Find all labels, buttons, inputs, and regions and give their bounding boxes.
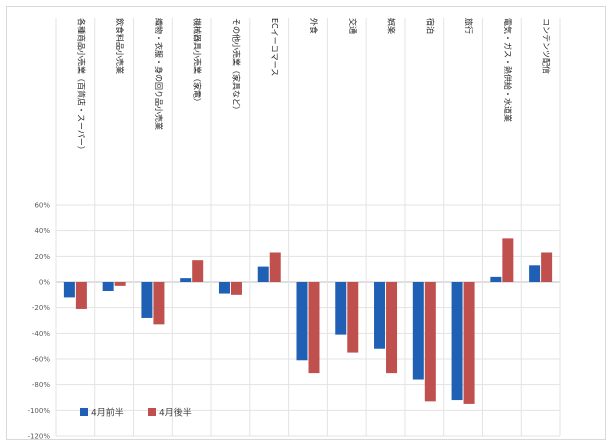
y-tick-label: 20% — [34, 253, 50, 261]
legend-swatch — [80, 408, 88, 416]
y-tick-label: -100% — [27, 407, 50, 415]
bar-second-half — [463, 282, 475, 404]
bar-second-half — [192, 260, 204, 282]
grid-layer — [55, 18, 561, 437]
category-label: 交通 — [348, 18, 358, 34]
bar-second-half — [502, 238, 514, 282]
bar-second-half — [386, 282, 398, 374]
bar-second-half — [269, 252, 281, 282]
bar-first-half — [257, 266, 269, 282]
category-label: 織物・衣服・身の回り品小売業 — [154, 18, 164, 130]
bar-first-half — [296, 282, 308, 361]
y-axis-ticks: 60% 40% 20% 0% -20% -40% -60% -80% -100% -120% — [27, 202, 50, 441]
category-label: 機械器具小売業（家電） — [193, 18, 203, 106]
category-label: 飲食料品小売業 — [115, 18, 125, 74]
bar-second-half — [114, 282, 126, 286]
category-label: その他小売業（家具など） — [231, 18, 241, 114]
y-tick-label: -40% — [32, 330, 50, 338]
category-label: 各種商品小売業（百貨店・スーパー） — [76, 18, 86, 154]
bar-first-half — [374, 282, 386, 349]
category-label: 旅行 — [464, 18, 474, 34]
bar-first-half — [63, 282, 75, 298]
chart-frame — [6, 6, 606, 440]
bar-first-half — [529, 265, 541, 282]
y-tick-label: -80% — [32, 381, 50, 389]
y-tick-label: -60% — [32, 356, 50, 364]
category-label: コンテンツ配信 — [542, 18, 552, 74]
bar-first-half — [335, 282, 347, 335]
bar-second-half — [153, 282, 165, 325]
bar-second-half — [424, 282, 436, 402]
bar-second-half — [75, 282, 87, 309]
bar-first-half — [451, 282, 463, 401]
bar-first-half — [141, 282, 153, 318]
bar-first-half — [490, 276, 502, 282]
y-tick-label: 0% — [39, 279, 50, 287]
y-tick-label: 60% — [34, 202, 50, 210]
bar-second-half — [541, 252, 553, 282]
y-tick-label: -120% — [27, 433, 50, 441]
y-tick-label: 40% — [34, 227, 50, 235]
category-label: 娯楽 — [387, 18, 397, 34]
bar-second-half — [308, 282, 320, 374]
bar-first-half — [218, 282, 230, 294]
legend: 4月前半 4月後半 — [80, 407, 192, 419]
bar-first-half — [412, 282, 424, 380]
bar-second-half — [347, 282, 359, 353]
legend-label: 4月後半 — [159, 407, 192, 419]
y-tick-label: -20% — [32, 304, 50, 312]
category-label: 外食 — [309, 18, 319, 34]
bar-second-half — [230, 282, 242, 295]
category-labels: 各種商品小売業（百貨店・スーパー） 飲食料品小売業 織物・衣服・身の回り品小売業 機械… — [76, 18, 551, 154]
legend-label: 4月前半 — [91, 407, 124, 419]
bar-first-half — [180, 278, 192, 282]
category-label: ECイーコマース — [270, 18, 279, 76]
legend-swatch — [148, 408, 156, 416]
category-label: 電気・ガス・熱供給・水道業 — [503, 18, 513, 122]
bars-layer — [63, 238, 553, 404]
bar-first-half — [102, 282, 114, 291]
category-label: 宿泊 — [425, 18, 435, 34]
